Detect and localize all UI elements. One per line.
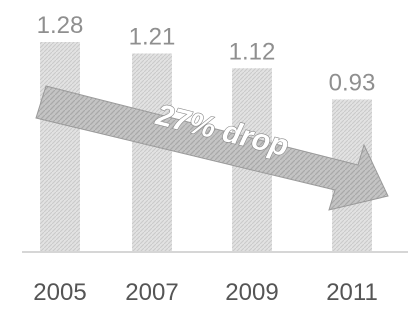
x-tick-2011: 2011 (326, 279, 378, 306)
x-tick-2005: 2005 (33, 279, 86, 306)
value-label-2007: 1.21 (129, 23, 176, 50)
x-tick-2007: 2007 (125, 279, 178, 306)
bar-2007 (132, 53, 172, 252)
value-labels-layer: 1.28 1.21 1.12 0.93 (37, 12, 376, 96)
x-tick-2009: 2009 (225, 279, 278, 306)
value-label-2011: 0.93 (329, 69, 376, 96)
value-label-2009: 1.12 (229, 38, 276, 65)
x-axis-tick-labels: 2005 2007 2009 2011 (33, 279, 378, 306)
bar-2005 (40, 42, 80, 252)
value-label-2005: 1.28 (37, 12, 84, 39)
